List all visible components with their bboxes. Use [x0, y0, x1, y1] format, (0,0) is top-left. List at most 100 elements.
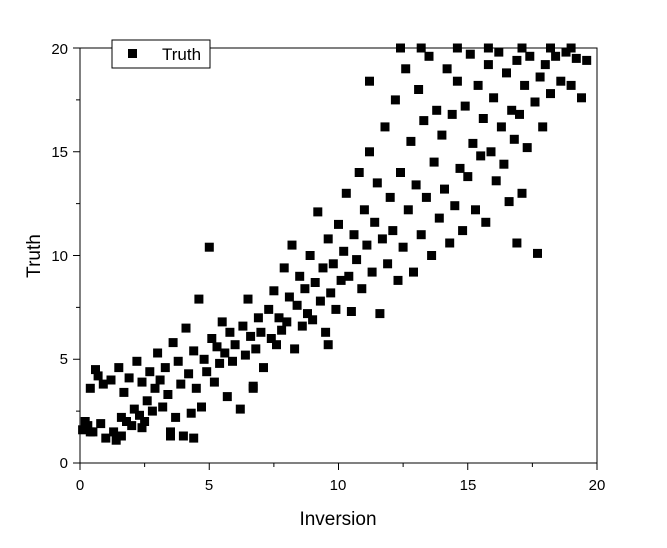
data-point	[546, 89, 555, 99]
data-point	[551, 51, 561, 61]
data-point	[383, 259, 393, 269]
data-point	[106, 375, 116, 385]
data-point	[512, 55, 522, 65]
data-point	[416, 230, 426, 240]
data-point	[186, 408, 196, 418]
data-point	[522, 143, 532, 153]
data-point	[313, 207, 323, 217]
data-point	[489, 93, 499, 103]
data-point	[109, 427, 119, 437]
data-point	[533, 248, 542, 258]
data-point	[331, 304, 341, 314]
data-point	[315, 296, 325, 306]
data-point	[390, 95, 400, 105]
data-point	[142, 396, 152, 406]
data-point	[160, 363, 170, 373]
data-point	[85, 383, 95, 393]
data-point	[349, 230, 359, 240]
y-tick-label: 10	[51, 248, 68, 265]
data-point	[403, 205, 413, 215]
axis-ticks	[73, 47, 598, 470]
data-point	[437, 130, 447, 140]
data-point	[406, 136, 416, 146]
data-point	[473, 80, 483, 90]
data-point	[367, 267, 377, 277]
data-point	[365, 76, 374, 86]
data-point	[235, 404, 245, 414]
data-point	[455, 163, 465, 173]
data-point	[122, 417, 131, 426]
data-point	[225, 327, 235, 337]
data-point	[447, 109, 457, 119]
data-point	[468, 138, 478, 148]
data-point	[228, 356, 237, 366]
data-point	[150, 383, 160, 393]
data-point	[556, 76, 566, 86]
data-point	[297, 321, 307, 331]
data-point	[279, 263, 289, 273]
data-point	[393, 275, 403, 285]
data-point	[155, 375, 165, 385]
data-point	[481, 217, 491, 227]
data-point	[424, 51, 434, 61]
data-point	[282, 317, 292, 327]
data-point	[566, 80, 576, 90]
data-point	[323, 234, 333, 244]
data-point	[78, 425, 88, 435]
data-point	[303, 309, 312, 319]
data-point	[116, 431, 126, 441]
data-point	[132, 356, 142, 366]
data-point	[230, 340, 240, 350]
data-point	[339, 246, 349, 256]
data-point	[145, 367, 155, 377]
data-point	[362, 240, 372, 250]
data-point	[189, 433, 199, 443]
data-point	[530, 97, 540, 107]
data-point	[212, 342, 222, 352]
data-point	[432, 105, 442, 115]
data-point	[478, 114, 488, 123]
data-point	[375, 309, 385, 319]
data-point	[450, 201, 460, 211]
data-point	[171, 412, 181, 422]
data-point	[377, 234, 387, 244]
y-tick-label: 15	[51, 144, 68, 161]
data-point	[290, 344, 300, 354]
data-point	[251, 344, 261, 354]
data-point	[504, 197, 514, 207]
data-point	[354, 168, 364, 177]
data-point	[274, 313, 284, 323]
data-point	[429, 157, 439, 167]
data-point	[452, 76, 462, 86]
data-point	[359, 205, 369, 215]
data-point	[197, 402, 206, 412]
data-point	[199, 354, 209, 364]
data-point	[483, 60, 493, 70]
data-point	[135, 410, 144, 420]
x-tick-label: 15	[460, 477, 477, 494]
data-point	[217, 317, 227, 327]
data-point	[323, 340, 333, 350]
data-point	[344, 271, 354, 281]
data-point	[310, 278, 320, 287]
data-point	[98, 379, 108, 389]
data-point	[287, 240, 297, 250]
data-point	[520, 80, 530, 90]
data-point	[515, 109, 524, 119]
data-point	[176, 379, 186, 389]
data-point	[194, 294, 204, 304]
data-point	[352, 255, 362, 265]
data-point	[202, 367, 212, 377]
data-point	[471, 205, 480, 215]
data-point	[96, 419, 106, 429]
data-point	[119, 387, 129, 397]
data-point	[204, 242, 214, 252]
data-point	[91, 365, 100, 375]
data-point	[421, 192, 431, 202]
data-point	[184, 369, 194, 379]
data-point	[491, 176, 501, 186]
data-point	[269, 286, 279, 296]
data-point	[158, 402, 168, 412]
data-point	[401, 64, 411, 74]
